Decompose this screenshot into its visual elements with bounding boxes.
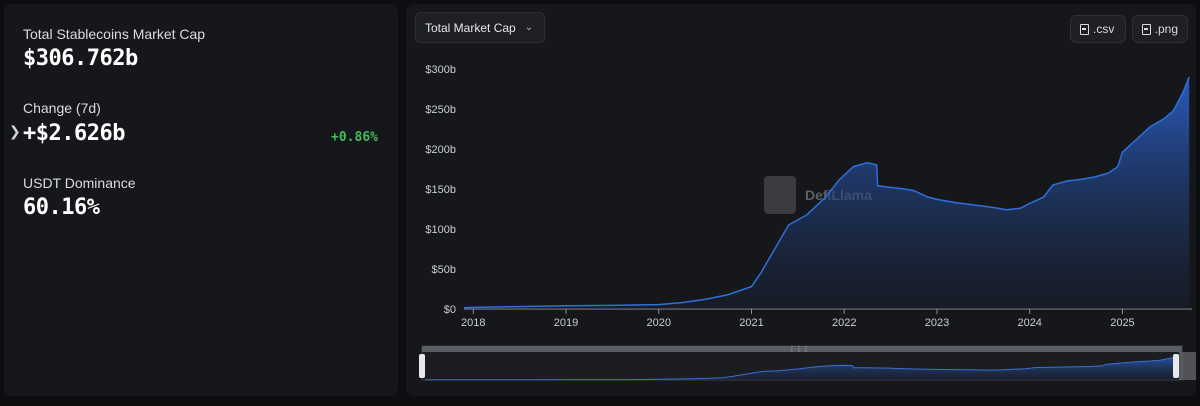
grip-icon: ⋮⋮⋮ — [789, 346, 810, 353]
series-area — [464, 77, 1190, 309]
y-tick-label: $200b — [425, 144, 456, 156]
series-total-market-cap — [463, 76, 1190, 309]
metric-select[interactable]: Total Market Cap ⌄ — [415, 12, 545, 43]
preview-line — [424, 356, 1177, 381]
x-tick-label: 2023 — [925, 317, 949, 329]
x-axis: 2018 2019 2020 2021 2022 2023 2024 2025 — [461, 308, 1192, 329]
range-slider-overflow — [1179, 352, 1196, 380]
download-png-button[interactable]: .png — [1132, 15, 1188, 43]
chevron-right-icon[interactable]: ❯ — [9, 123, 21, 139]
total-market-cap-value: $306.762b — [23, 46, 138, 71]
y-tick-label: $50b — [432, 264, 456, 276]
usdt-dominance-label: USDT Dominance — [23, 175, 136, 191]
y-tick-label: $100b — [425, 224, 456, 236]
y-tick-label: $250b — [425, 104, 456, 116]
x-tick-label: 2025 — [1110, 317, 1134, 329]
file-icon — [1142, 23, 1151, 35]
y-axis: $0 $50b $100b $150b $200b $250b $300b — [425, 64, 456, 316]
y-tick-label: $150b — [425, 184, 456, 196]
change-7d-value: +$2.626b — [23, 121, 125, 146]
stats-panel: Total Stablecoins Market Cap $306.762b C… — [4, 4, 398, 396]
series-line — [463, 76, 1190, 309]
usdt-dominance-value: 60.16% — [23, 195, 100, 220]
x-tick-label: 2020 — [647, 317, 671, 329]
range-handle-right[interactable] — [1173, 354, 1179, 378]
download-png-label: .png — [1154, 22, 1178, 36]
change-7d-label: Change (7d) — [23, 100, 101, 116]
x-tick-label: 2021 — [739, 317, 763, 329]
market-cap-chart[interactable]: $0 $50b $100b $150b $200b $250b $300b 2018 2019… — [406, 4, 1196, 396]
range-slider[interactable]: ⋮⋮⋮ — [419, 345, 1196, 381]
chevron-down-icon: ⌄ — [524, 22, 534, 33]
chart-panel: Total Market Cap ⌄ .csv .png $0 $50b $100b… — [406, 4, 1196, 396]
total-market-cap-label: Total Stablecoins Market Cap — [23, 26, 206, 42]
range-slider-preview — [424, 356, 1177, 381]
y-tick-label: $300b — [425, 64, 456, 76]
preview-area — [425, 356, 1177, 380]
change-7d-percent: +0.86% — [331, 130, 378, 145]
y-tick-label: $0 — [444, 304, 456, 316]
x-tick-label: 2018 — [461, 317, 485, 329]
x-tick-label: 2019 — [554, 317, 578, 329]
llama-logo-icon — [764, 176, 796, 214]
file-icon — [1080, 23, 1089, 35]
x-tick-label: 2024 — [1017, 317, 1041, 329]
range-slider-bar[interactable] — [422, 346, 1182, 352]
download-csv-button[interactable]: .csv — [1070, 15, 1126, 43]
x-tick-label: 2022 — [832, 317, 856, 329]
metric-select-label: Total Market Cap — [425, 20, 516, 35]
range-handle-left[interactable] — [419, 354, 425, 378]
download-csv-label: .csv — [1093, 22, 1115, 36]
